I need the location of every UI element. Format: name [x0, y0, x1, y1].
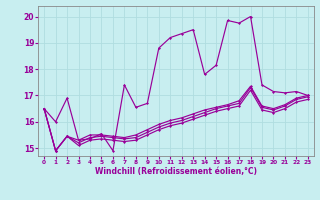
X-axis label: Windchill (Refroidissement éolien,°C): Windchill (Refroidissement éolien,°C): [95, 167, 257, 176]
